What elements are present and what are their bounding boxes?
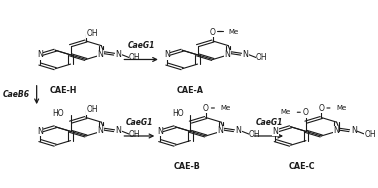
Text: CaeG1: CaeG1 <box>127 41 155 50</box>
Text: CaeB6: CaeB6 <box>3 90 29 99</box>
Text: N: N <box>116 126 121 135</box>
Text: N: N <box>351 126 357 135</box>
Text: OH: OH <box>364 130 376 139</box>
Text: Me: Me <box>336 105 347 111</box>
Text: O: O <box>303 108 309 117</box>
Text: Me: Me <box>228 29 238 35</box>
Text: N: N <box>98 50 104 59</box>
Text: OH: OH <box>87 105 98 114</box>
Text: N: N <box>37 50 43 59</box>
Text: N: N <box>272 127 278 136</box>
Text: OH: OH <box>256 53 268 62</box>
Text: N: N <box>164 50 170 59</box>
Text: Me: Me <box>281 109 291 115</box>
Text: HO: HO <box>53 109 64 118</box>
Text: N: N <box>217 127 223 136</box>
Text: OH: OH <box>129 130 141 139</box>
Text: HO: HO <box>172 109 184 118</box>
Text: Me: Me <box>221 105 231 111</box>
Text: CAE-C: CAE-C <box>289 162 316 171</box>
Text: N: N <box>235 126 241 135</box>
Text: N: N <box>116 50 121 59</box>
Text: CAE-B: CAE-B <box>174 162 200 171</box>
Text: N: N <box>98 127 104 136</box>
Text: CaeG1: CaeG1 <box>255 118 283 127</box>
Text: OH: OH <box>87 29 98 38</box>
Text: N: N <box>37 127 43 136</box>
Text: N: N <box>242 50 248 59</box>
Text: CAE-A: CAE-A <box>177 86 204 95</box>
Text: OH: OH <box>249 130 260 139</box>
Text: N: N <box>333 127 339 136</box>
Text: O: O <box>203 104 209 113</box>
Text: O: O <box>318 104 324 113</box>
Text: CAE-H: CAE-H <box>50 86 77 95</box>
Text: OH: OH <box>129 53 141 62</box>
Text: CaeG1: CaeG1 <box>125 118 153 127</box>
Text: N: N <box>225 50 231 59</box>
Text: N: N <box>157 127 163 136</box>
Text: O: O <box>210 28 216 36</box>
